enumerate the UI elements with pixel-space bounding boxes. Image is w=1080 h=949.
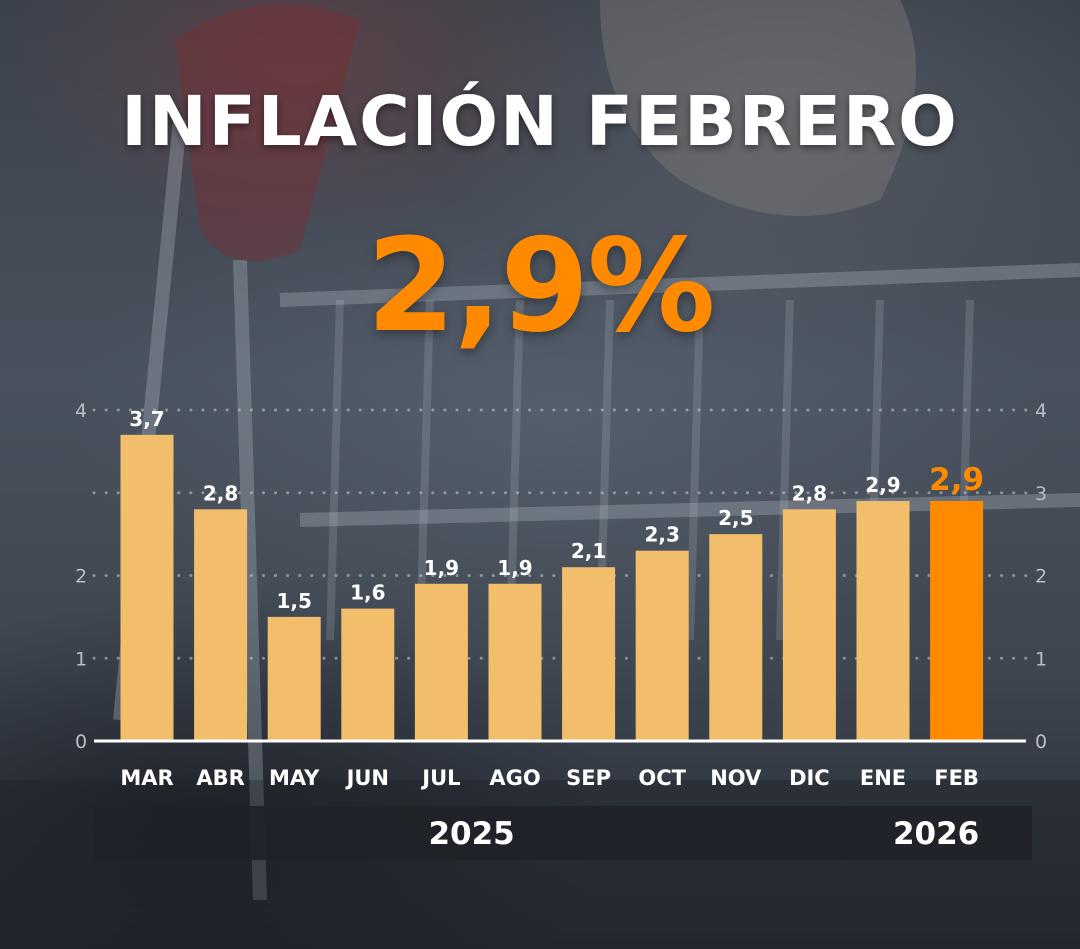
category-label-may: MAY [269,766,320,790]
chart-title: INFLACIÓN FEBRERO [121,82,959,162]
category-label-abr: ABR [196,766,244,790]
data-label-oct: 2,3 [644,523,679,547]
headline-inflation-value: 2,9% [366,212,716,361]
category-label-mar: MAR [120,766,173,790]
data-label-ene: 2,9 [865,473,900,497]
bar-oct [635,550,689,741]
bar-jul [414,583,468,741]
y-tick-label-right: 0 [1035,731,1047,753]
y-tick-label-right: 1 [1035,648,1047,670]
bar-ago [488,583,542,741]
bar-ene [856,501,910,741]
data-label-jun: 1,6 [350,581,385,605]
bar-sep [562,567,616,741]
data-label-nov: 2,5 [718,506,753,530]
year-band-2025 [93,806,851,860]
y-tick-label-left: 2 [75,566,87,588]
category-label-feb: FEB [934,766,979,790]
bar-abr [194,509,248,741]
year-label-2026: 2026 [893,816,979,852]
y-tick-label-right: 3 [1035,483,1047,505]
y-tick-label-left: 4 [75,400,87,422]
y-tick-label-right: 2 [1035,566,1047,588]
data-label-mar: 3,7 [129,407,164,431]
year-label-2025: 2025 [428,816,514,852]
y-tick-label-left: 1 [75,648,87,670]
category-label-oct: OCT [638,766,686,790]
bar-may [267,616,321,741]
bar-feb [930,501,984,741]
bar-nov [709,534,763,741]
category-label-sep: SEP [566,766,611,790]
category-label-jun: JUN [345,766,389,790]
data-label-feb: 2,9 [929,462,984,498]
data-label-jul: 1,9 [424,556,459,580]
category-label-jul: JUL [420,766,460,790]
y-tick-label-right: 4 [1035,400,1047,422]
category-label-nov: NOV [710,766,762,790]
bar-dic [782,509,836,741]
category-label-ago: AGO [489,766,540,790]
category-label-ene: ENE [860,766,906,790]
data-label-dic: 2,8 [792,481,827,505]
year-band-2026 [840,806,1032,860]
bar-jun [341,608,395,741]
data-label-abr: 2,8 [203,481,238,505]
data-label-sep: 2,1 [571,539,606,563]
bar-mar [120,434,174,741]
data-label-may: 1,5 [276,589,311,613]
data-label-ago: 1,9 [497,556,532,580]
category-label-dic: DIC [789,766,830,790]
y-tick-label-left: 0 [75,731,87,753]
